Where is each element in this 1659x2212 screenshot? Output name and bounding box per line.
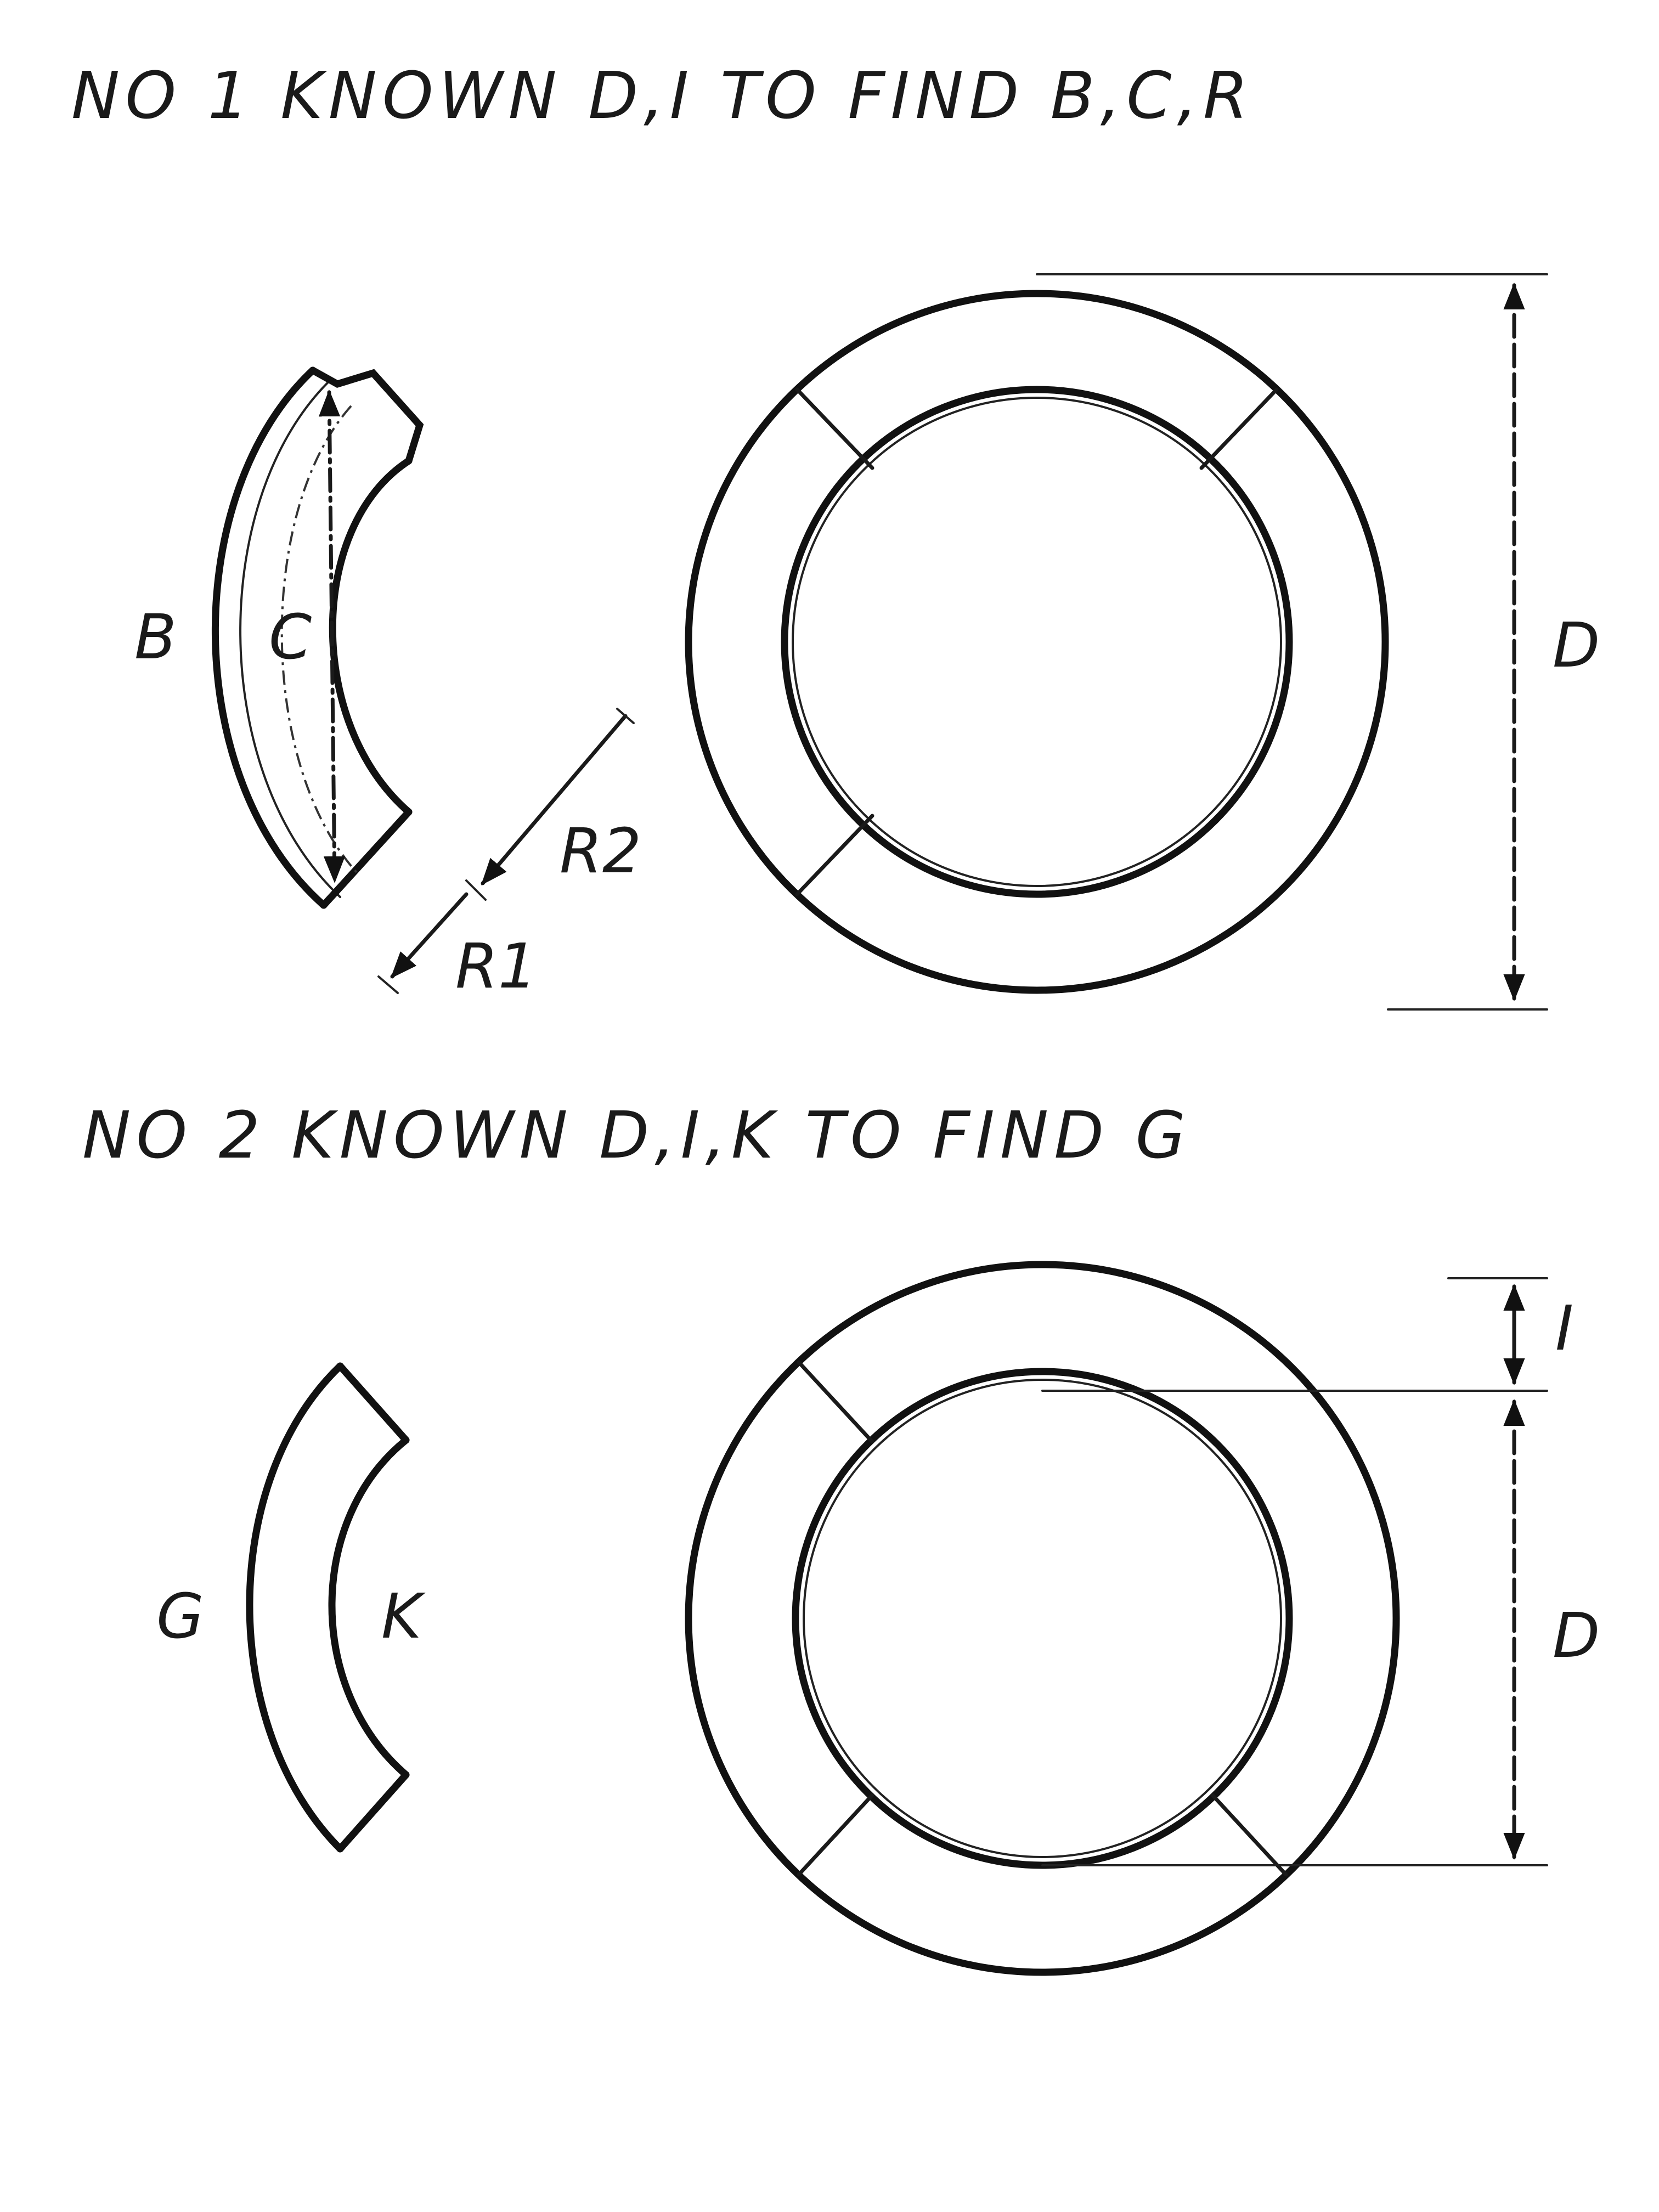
figure2-dimensions: [1041, 1277, 1548, 1866]
label-B: B: [134, 602, 177, 673]
segment-chord-dimension: [318, 390, 346, 883]
segment-outer-arc: [211, 366, 328, 909]
segment2-top-end: [336, 1362, 410, 1444]
heading-no2: NO 2 KNOWN D,I,K TO FIND G: [82, 1097, 1191, 1173]
segment-top-end: [309, 366, 424, 465]
label-I: I: [1555, 1293, 1573, 1364]
ring2-division-top-left: [797, 1360, 874, 1444]
segment-outer-arc-inner-line: [239, 377, 341, 898]
segment2-outer-arc: [246, 1362, 344, 1853]
segment2-bottom-end: [336, 1771, 410, 1853]
label-D1: D: [1553, 610, 1600, 681]
segment-inner-arc: [329, 457, 413, 816]
label-R1: R1: [455, 931, 537, 1002]
radius-dimension: [377, 708, 635, 994]
radius-r2-line: [481, 714, 628, 885]
figure2-ring: [685, 1261, 1400, 1976]
figure2-segment: [246, 1362, 410, 1853]
label-G: G: [156, 1581, 204, 1652]
figure1-segment: [211, 366, 424, 909]
ring2-division-bottom-right: [1210, 1793, 1288, 1877]
ring2-division-bottom-left: [797, 1793, 874, 1877]
label-C: C: [269, 602, 312, 673]
ring2-outer-circle: [685, 1261, 1400, 1976]
figure1-ring: [685, 290, 1389, 994]
ring2-inner-circle: [792, 1368, 1293, 1869]
label-K: K: [381, 1581, 426, 1652]
figure1-diameter-dimension: [1036, 273, 1548, 1011]
ring1-outer-circle: [685, 290, 1389, 994]
label-R2: R2: [560, 816, 641, 887]
segment-bottom-end: [320, 808, 413, 909]
ring1-division-top-left: [795, 387, 874, 470]
segment2-inner-arc: [328, 1436, 410, 1779]
heading-no1: NO 1 KNOWN D,I TO FIND B,C,R: [71, 58, 1254, 133]
radius-r1-line: [390, 892, 469, 979]
ring1-division-bottom-left: [795, 814, 874, 896]
ring1-division-top-right: [1199, 387, 1279, 470]
ring1-inner-circle: [781, 386, 1293, 898]
label-D2: D: [1553, 1600, 1600, 1672]
